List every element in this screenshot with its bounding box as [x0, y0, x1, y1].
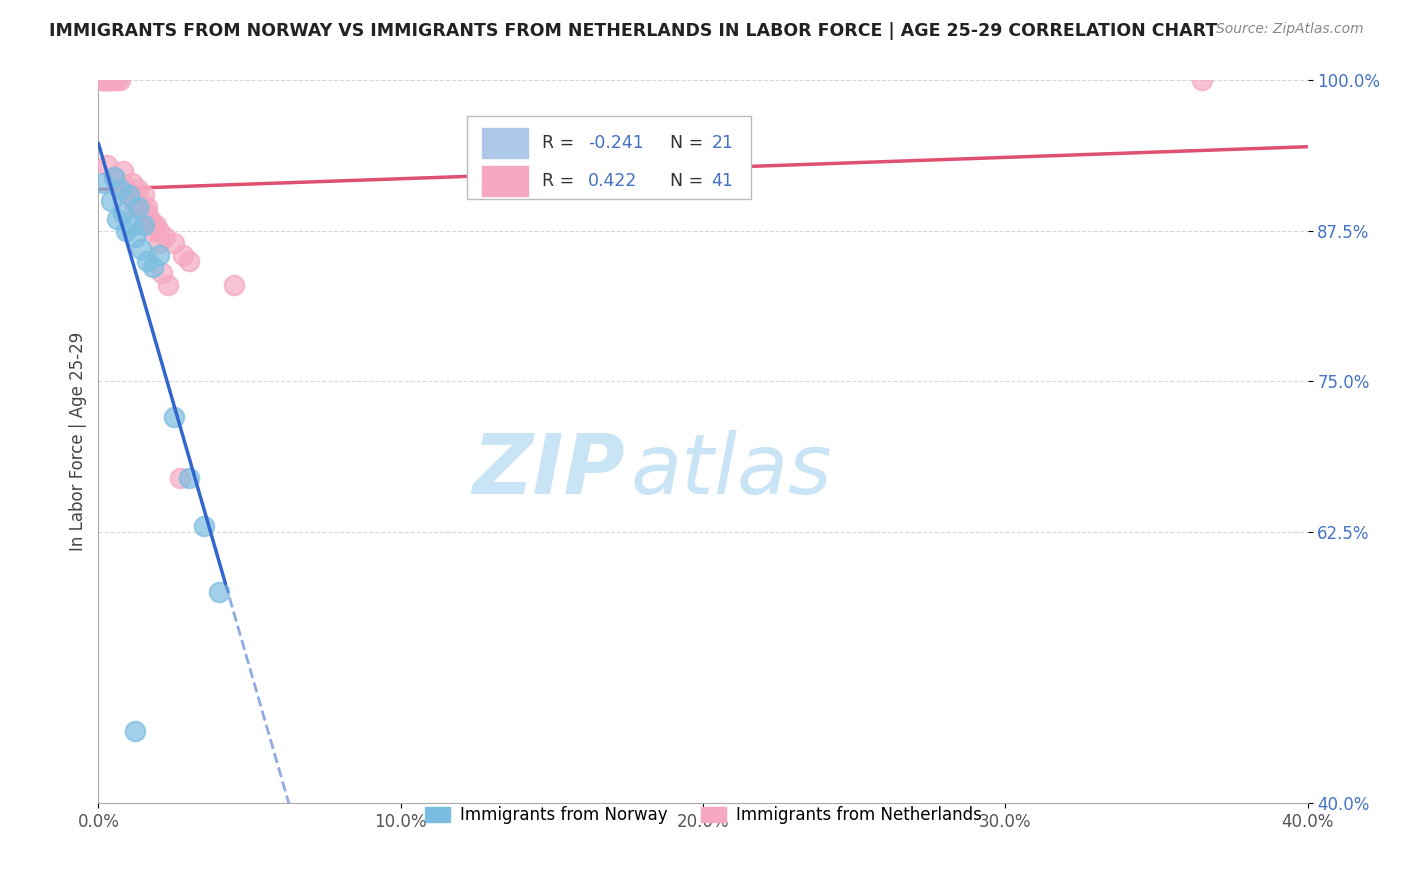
Text: R =: R =	[543, 172, 585, 190]
Point	[163, 235, 186, 250]
Point	[114, 224, 136, 238]
Point	[98, 73, 121, 87]
Point	[142, 218, 165, 232]
Point	[111, 205, 134, 219]
Text: IMMIGRANTS FROM NORWAY VS IMMIGRANTS FROM NETHERLANDS IN LABOR FORCE | AGE 25-29: IMMIGRANTS FROM NORWAY VS IMMIGRANTS FRO…	[49, 22, 1218, 40]
Point	[179, 471, 201, 485]
Point	[121, 176, 143, 190]
Point	[129, 242, 152, 256]
Point	[132, 187, 155, 202]
Point	[163, 410, 186, 425]
Point	[135, 253, 157, 268]
Point	[145, 218, 167, 232]
Point	[124, 723, 146, 738]
Point	[142, 260, 165, 274]
FancyBboxPatch shape	[482, 128, 527, 158]
Text: atlas: atlas	[630, 430, 832, 511]
Point	[90, 73, 112, 87]
Point	[91, 176, 114, 190]
Point	[150, 266, 173, 280]
Text: 41: 41	[711, 172, 734, 190]
Point	[224, 277, 246, 292]
Point	[100, 73, 122, 87]
Point	[148, 224, 170, 238]
Point	[96, 157, 118, 171]
Point	[208, 585, 231, 599]
Point	[121, 218, 143, 232]
Point	[94, 73, 117, 87]
Point	[153, 229, 176, 244]
Point	[124, 194, 146, 208]
Point	[124, 200, 146, 214]
Point	[108, 181, 131, 195]
Point	[148, 248, 170, 262]
FancyBboxPatch shape	[482, 166, 527, 196]
Point	[148, 235, 170, 250]
Text: R =: R =	[543, 134, 579, 152]
Point	[169, 471, 191, 485]
Point	[127, 181, 149, 195]
Point	[124, 229, 146, 244]
Point	[118, 187, 141, 202]
Point	[93, 73, 115, 87]
Y-axis label: In Labor Force | Age 25-29: In Labor Force | Age 25-29	[69, 332, 87, 551]
Text: Source: ZipAtlas.com: Source: ZipAtlas.com	[1216, 22, 1364, 37]
Text: 0.422: 0.422	[588, 172, 637, 190]
Point	[105, 211, 128, 226]
Point	[91, 73, 114, 87]
Point	[103, 169, 125, 184]
Point	[100, 194, 122, 208]
Point	[142, 224, 165, 238]
Point	[135, 205, 157, 219]
Point	[118, 187, 141, 202]
Point	[179, 253, 201, 268]
Point	[132, 211, 155, 226]
FancyBboxPatch shape	[467, 117, 751, 200]
Text: -0.241: -0.241	[588, 134, 644, 152]
Point	[139, 211, 162, 226]
Point	[103, 73, 125, 87]
Point	[193, 519, 215, 533]
Text: ZIP: ZIP	[472, 430, 624, 511]
Point	[108, 73, 131, 87]
Point	[118, 187, 141, 202]
Point	[129, 200, 152, 214]
Point	[172, 248, 194, 262]
Point	[96, 73, 118, 87]
Point	[111, 163, 134, 178]
Point	[127, 200, 149, 214]
Point	[135, 200, 157, 214]
Text: N =: N =	[659, 134, 709, 152]
Point	[108, 181, 131, 195]
Point	[105, 73, 128, 87]
Point	[114, 181, 136, 195]
Text: 21: 21	[711, 134, 734, 152]
Point	[103, 169, 125, 184]
Legend: Immigrants from Norway, Immigrants from Netherlands: Immigrants from Norway, Immigrants from …	[411, 793, 995, 838]
Point	[132, 218, 155, 232]
Point	[1191, 73, 1213, 87]
Point	[156, 277, 179, 292]
Text: N =: N =	[659, 172, 709, 190]
